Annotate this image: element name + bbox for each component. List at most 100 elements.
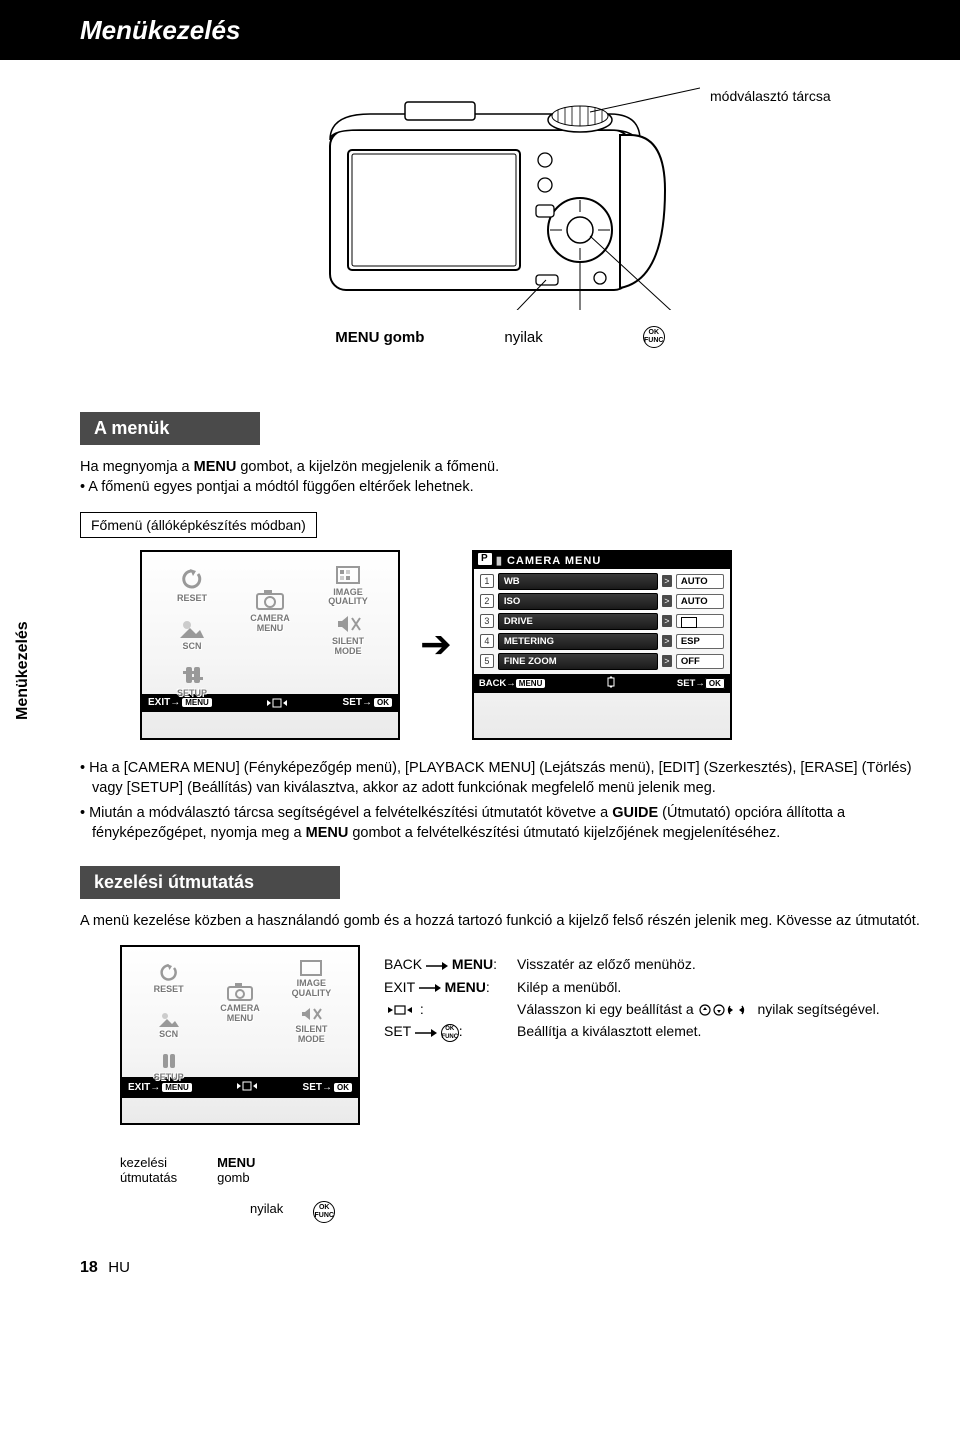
lcd-sub-p: P: [478, 553, 492, 565]
lcd-sub-footer: BACK→MENU SET→OK: [474, 674, 730, 693]
lcd-row: RESET IMAGE QUALITY SETUP CAMERA MENU SC…: [140, 550, 920, 740]
footer-set-text: SET: [343, 697, 362, 708]
legend-back: BACK MENU: Visszatér az előző menühöz.: [384, 953, 880, 975]
tile2-sm-label: SILENT MODE: [295, 1025, 327, 1045]
tile2-cm: CAMERA MENU: [220, 980, 260, 1024]
legend-arrows: : Válasszon ki egy beállítást a nyilak s…: [384, 998, 880, 1020]
sub-footer-back: BACK→MENU: [479, 678, 546, 689]
sub-num-1: 1: [480, 574, 494, 588]
lcd2-exit: EXIT→MENU: [128, 1082, 192, 1093]
para1-menu: MENU: [194, 459, 237, 475]
tile-scn-label: SCN: [182, 642, 201, 652]
sub-footer-dpad-icon: [604, 676, 618, 691]
lcd-main-menu-2: RESET IMAGE QUALITY SETUP CAMERA MENU SC…: [120, 945, 360, 1125]
tile2-iq: IMAGE QUALITY: [292, 959, 332, 999]
section-kezelesi: kezelési útmutatás: [80, 866, 340, 899]
sub-label-2: ISO: [498, 593, 658, 610]
b2-menu: MENU: [306, 825, 349, 841]
tile2-iq-label: IMAGE QUALITY: [292, 979, 332, 999]
tile-camera-menu: CAMERA MENU: [250, 586, 290, 634]
leader-nyilak: nyilak: [250, 1201, 283, 1223]
a-menuk-body: Ha megnyomja a MENU gombot, a kijelzön m…: [80, 457, 920, 498]
mode-dial-callout: módválasztó tárcsa: [710, 88, 831, 104]
sub-val-4: ESP: [676, 634, 724, 649]
section-a-menuk: A menük: [80, 412, 260, 445]
arrow-right-icon: ➔: [420, 622, 452, 667]
page-number: 18: [80, 1259, 98, 1276]
footer-exit-text: EXIT: [148, 697, 170, 708]
side-tab-label: Menükezelés: [14, 621, 32, 720]
leader-menu-text: MENUgomb: [217, 1155, 255, 1185]
legend-list: BACK MENU: Visszatér az előző menühöz. E…: [384, 953, 880, 1043]
tile-silent-mode: SILENT MODE: [332, 613, 364, 657]
ok-func-badge: OKFUNC: [643, 326, 665, 348]
sub-val-3: [676, 614, 724, 628]
legend-exit: EXIT MENU: Kilép a menüből.: [384, 976, 880, 998]
sub-row-2: 2 ISO > AUTO: [480, 593, 724, 610]
camera-illustration: [300, 80, 700, 310]
lcd2-set: SET→OK: [303, 1082, 352, 1093]
tile-reset-label: RESET: [177, 594, 207, 604]
tile2-reset-label: RESET: [154, 985, 184, 995]
leader-menu-gomb: MENUgomb: [217, 1155, 255, 1185]
footer-set: SET→OK: [343, 697, 392, 708]
tile-cm-label: CAMERA MENU: [250, 614, 290, 634]
page-footer: 18 HU: [80, 1259, 920, 1277]
sub-val-2: AUTO: [676, 594, 724, 609]
tile2-scn: SCN: [157, 1010, 181, 1040]
legend-set-val: Beállítja a kiválasztott elemet.: [517, 1020, 701, 1042]
sub-gt-5: >: [662, 655, 672, 667]
footer-menu-chip: MENU: [182, 698, 212, 707]
bullets-block: • Ha a [CAMERA MENU] (Fényképezőgép menü…: [80, 758, 920, 844]
tile-image-quality: IMAGE QUALITY: [328, 564, 368, 608]
lcd-sub-header: P ▮ CAMERA MENU: [474, 552, 730, 569]
legend-exit-val: Kilép a menüből.: [517, 976, 621, 998]
lcd-sub-title: CAMERA MENU: [507, 555, 601, 567]
bullet-2: • Miután a módválasztó tárcsa segítségév…: [80, 803, 920, 844]
tile2-setup: SETUP: [154, 1051, 184, 1083]
b2-a: • Miután a módválasztó tárcsa segítségév…: [80, 805, 612, 821]
tile-iq-label: IMAGE QUALITY: [328, 588, 368, 608]
tile-reset: RESET: [177, 568, 207, 604]
sub-num-5: 5: [480, 654, 494, 668]
camera-diagram: módválasztó tárcsa: [80, 80, 920, 340]
menu-gomb-label: MENU gomb: [335, 329, 424, 346]
legend-exit-key: EXIT MENU:: [384, 976, 509, 998]
legend-arrows-val: Válasszon ki egy beállítást a nyilak seg…: [517, 998, 880, 1020]
lcd2-ok-chip: OK: [334, 1083, 352, 1092]
footer-exit: EXIT→MENU: [148, 697, 212, 708]
sub-gt-1: >: [662, 575, 672, 587]
page-lang: HU: [108, 1259, 130, 1276]
legend-arrows-a: Válasszon ki egy beállítást a: [517, 1001, 698, 1017]
legend-exit-menu: MENU: [445, 979, 486, 995]
leader-ok-badge: OKFUNC: [313, 1201, 335, 1223]
legend-arrows-b: nyilak segítségével.: [757, 1001, 879, 1017]
sub-row-4: 4 METERING > ESP: [480, 633, 724, 650]
legend-arrows-key: :: [384, 998, 509, 1020]
lcd-sub-rows: 1 WB > AUTO 2 ISO > AUTO 3 DRIVE >: [480, 573, 724, 670]
footer-ok-chip: OK: [374, 698, 392, 707]
b2-guide: GUIDE: [612, 805, 658, 821]
sub-row-3: 3 DRIVE >: [480, 613, 724, 630]
sub-gt-3: >: [662, 615, 672, 627]
fomenu-box: Főmenü (állóképkészítés módban): [80, 512, 317, 538]
sub-row-5: 5 FINE ZOOM > OFF: [480, 653, 724, 670]
sub-footer-set: SET→OK: [677, 678, 725, 689]
page-title: Menükezelés: [80, 15, 240, 46]
menu-gomb-label-text: MENU gomb: [335, 329, 424, 346]
arrow-glyphs-icon: [698, 1003, 754, 1017]
legend-ok-badge: OKFUNC: [441, 1024, 459, 1042]
sub-gt-4: >: [662, 635, 672, 647]
leader-kezelesi: kezelési útmutatás: [120, 1155, 177, 1185]
sub-label-4: METERING: [498, 633, 658, 650]
tile2-scn-label: SCN: [159, 1030, 178, 1040]
sub-num-4: 4: [480, 634, 494, 648]
footer-dpad-icon: [263, 697, 291, 709]
legend-back-text: BACK: [384, 956, 422, 972]
sub-label-1: WB: [498, 573, 658, 590]
para2: • A főmenü egyes pontjai a módtól függőe…: [80, 479, 474, 495]
sub-val-1: AUTO: [676, 574, 724, 589]
bullet-1: • Ha a [CAMERA MENU] (Fényképezőgép menü…: [80, 758, 920, 799]
tile-scn: SCN: [178, 618, 206, 652]
b2-c: gombot a felvételkészítési útmutató kije…: [348, 825, 780, 841]
